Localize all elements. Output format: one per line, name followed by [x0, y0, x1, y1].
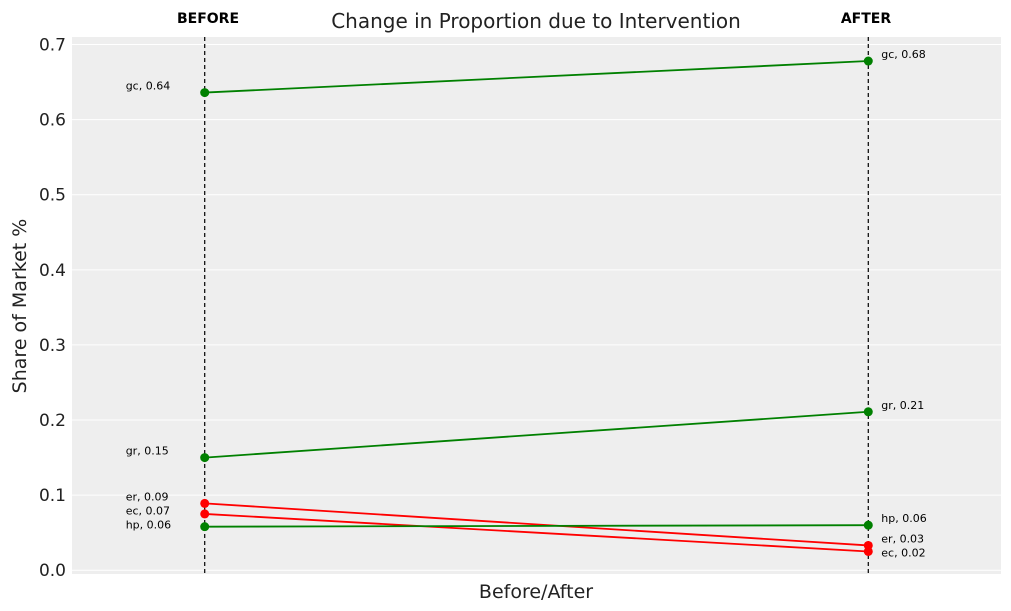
data-point	[863, 56, 873, 66]
y-tick-label: 0.3	[39, 336, 66, 356]
y-tick-label: 0.5	[39, 186, 66, 206]
chart-title: Change in Proportion due to Intervention	[331, 9, 741, 33]
series-ec: ec, 0.07 ec, 0.02	[126, 504, 926, 559]
series-gr: gr, 0.15 gr, 0.21	[126, 399, 924, 463]
y-tick-label: 0.7	[39, 36, 66, 56]
data-label: ec, 0.07	[126, 504, 170, 517]
data-label: gr, 0.21	[881, 399, 924, 412]
data-label: ec, 0.02	[881, 546, 925, 559]
data-label: hp, 0.06	[881, 512, 926, 525]
series-line	[204, 60, 869, 94]
data-point	[863, 546, 873, 556]
y-ticks: 0.0 0.1 0.2 0.3 0.4 0.5 0.6 0.7	[39, 36, 66, 582]
gridlines	[72, 44, 1001, 571]
y-tick-label: 0.2	[39, 411, 66, 431]
series-line	[204, 502, 869, 547]
data-label: er, 0.09	[126, 490, 169, 503]
data-label: er, 0.03	[881, 532, 924, 545]
data-point	[863, 520, 873, 530]
x-axis-label: Before/After	[479, 581, 593, 603]
data-point	[200, 88, 210, 98]
data-point	[863, 407, 873, 417]
data-point	[200, 453, 210, 463]
vertical-lines	[204, 37, 869, 574]
y-axis-label: Share of Market %	[9, 219, 31, 394]
y-tick-label: 0.4	[39, 261, 66, 281]
y-tick-label: 0.6	[39, 111, 66, 131]
series-er: er, 0.09 er, 0.03	[126, 490, 924, 550]
y-tick-label: 0.1	[39, 486, 66, 506]
data-label: gr, 0.15	[126, 445, 169, 458]
y-tick-label: 0.0	[39, 561, 66, 581]
plot-area	[72, 37, 1001, 574]
data-point	[200, 498, 210, 508]
series-gc: gc, 0.64 gc, 0.68	[126, 48, 926, 98]
data-point	[200, 522, 210, 532]
series-line	[204, 524, 869, 528]
data-point	[200, 509, 210, 519]
data-label: hp, 0.06	[126, 518, 171, 531]
data-label: gc, 0.64	[126, 80, 171, 93]
series-hp: hp, 0.06 hp, 0.06	[126, 512, 927, 531]
x-category-before: BEFORE	[177, 11, 239, 27]
series-line	[204, 513, 869, 553]
x-category-after: AFTER	[841, 11, 892, 27]
series-group: gc, 0.64 gc, 0.68 gr, 0.15 gr, 0.21 er, 0.09…	[126, 48, 927, 559]
data-label: gc, 0.68	[881, 48, 926, 61]
series-line	[204, 410, 869, 459]
